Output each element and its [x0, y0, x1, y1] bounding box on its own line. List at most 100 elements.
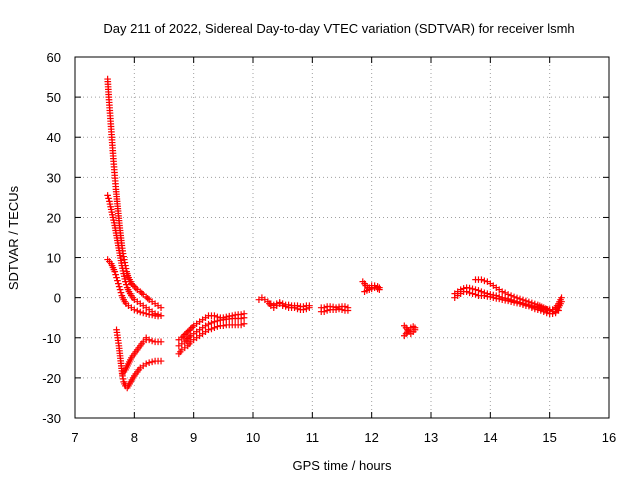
x-tick-label: 16	[602, 430, 616, 445]
data-point	[531, 305, 539, 313]
chart-title: Day 211 of 2022, Sidereal Day-to-day VTE…	[103, 21, 574, 36]
data-point	[116, 286, 124, 293]
data-point	[507, 292, 515, 299]
data-point	[205, 320, 212, 328]
data-point	[549, 310, 556, 318]
data-point	[112, 271, 119, 278]
data-point	[466, 284, 473, 292]
x-axis-label: GPS time / hours	[293, 458, 392, 473]
data-point	[519, 296, 527, 304]
data-point	[181, 331, 189, 338]
data-point	[208, 325, 215, 333]
data-point	[104, 192, 111, 199]
series-arc-5	[119, 336, 150, 378]
y-tick-label: 20	[47, 210, 61, 225]
data-point	[134, 307, 141, 315]
data-point	[148, 358, 156, 366]
data-point	[111, 268, 119, 275]
data-point	[371, 282, 378, 289]
data-point	[344, 304, 352, 311]
data-point	[145, 359, 153, 366]
x-tick-label: 7	[71, 430, 78, 445]
data-point	[516, 295, 524, 303]
y-tick-label: 30	[47, 170, 61, 185]
data-point	[228, 312, 236, 320]
data-point	[148, 311, 156, 319]
series-arc-2	[104, 192, 165, 320]
series-arc-9	[175, 310, 248, 344]
data-point	[240, 320, 248, 328]
x-tick-label: 11	[306, 430, 320, 445]
y-tick-label: 50	[47, 90, 61, 105]
y-axis-label: SDTVAR / TECUs	[6, 185, 21, 290]
series-arc-7	[175, 320, 248, 358]
data-point	[105, 195, 112, 202]
data-point	[131, 306, 138, 313]
x-tick-label: 13	[424, 430, 438, 445]
data-point	[460, 285, 467, 292]
data-point	[528, 304, 536, 311]
data-point	[184, 335, 192, 342]
data-point	[537, 307, 545, 314]
x-tick-label: 10	[246, 430, 260, 445]
data-point	[558, 298, 565, 305]
data-point	[273, 300, 281, 307]
series-arc-3	[104, 256, 162, 320]
data-point	[306, 302, 313, 309]
data-point	[332, 304, 340, 311]
x-axis: 7 8 9 10 11 12 13 14 15 16	[71, 57, 616, 445]
x-tick-label: 14	[483, 430, 497, 445]
data-point	[136, 288, 144, 295]
data-point	[115, 283, 123, 290]
data-point	[543, 309, 550, 317]
data-point	[185, 333, 193, 341]
data-point	[540, 308, 548, 316]
y-tick-label: -10	[42, 331, 61, 346]
series-arc-21	[528, 304, 562, 318]
data-point	[142, 310, 150, 318]
data-point	[188, 324, 196, 331]
series-arc-15	[361, 282, 383, 295]
data-point	[279, 300, 286, 307]
data-point	[132, 284, 140, 292]
data-point	[148, 337, 156, 345]
data-point	[154, 312, 162, 320]
data-point	[490, 291, 497, 299]
data-point	[411, 324, 419, 332]
data-point	[185, 327, 193, 334]
data-point	[469, 285, 476, 293]
data-point	[122, 278, 129, 285]
data-point	[142, 293, 150, 301]
data-point	[376, 284, 383, 291]
data-point	[555, 307, 562, 314]
data-point	[504, 291, 512, 298]
data-point	[157, 357, 165, 365]
data-point	[285, 301, 292, 309]
data-point	[484, 290, 491, 297]
data-point	[501, 289, 509, 297]
series-arc-11	[267, 299, 313, 310]
data-point	[223, 313, 230, 321]
data-point	[182, 329, 190, 337]
data-point	[115, 280, 122, 287]
data-point	[475, 287, 482, 294]
data-point	[211, 318, 218, 326]
y-tick-label: -20	[42, 371, 61, 386]
data-point	[492, 292, 500, 299]
data-point	[211, 312, 218, 320]
data-point	[525, 298, 533, 306]
series-arc-16	[401, 322, 419, 338]
data-point	[510, 293, 518, 301]
data-point	[329, 303, 337, 311]
series-arc-17	[401, 323, 419, 340]
data-point	[472, 286, 479, 293]
data-point	[237, 311, 245, 318]
data-point	[220, 314, 227, 322]
data-point	[498, 288, 506, 295]
data-point	[129, 281, 137, 289]
data-point	[498, 294, 506, 301]
data-point	[114, 277, 121, 284]
data-point	[184, 328, 192, 336]
data-point	[128, 280, 135, 287]
